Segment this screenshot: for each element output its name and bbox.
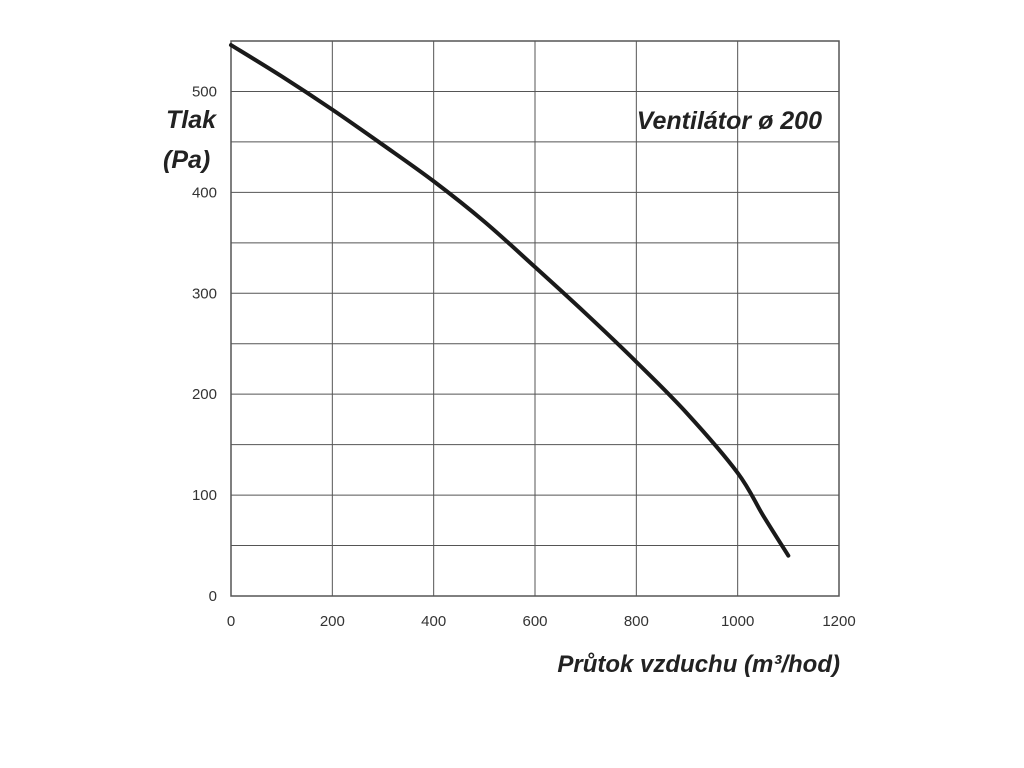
y-tick-label: 200 — [192, 386, 217, 403]
x-axis-label: Průtok vzduchu (m³/hod) — [557, 651, 840, 678]
y-tick-label: 100 — [192, 487, 217, 504]
y-tick-label: 500 — [192, 83, 217, 100]
x-tick-label: 1000 — [721, 613, 754, 630]
y-tick-label: 0 — [209, 588, 217, 605]
x-tick-label: 200 — [320, 613, 345, 630]
x-tick-label: 800 — [624, 613, 649, 630]
y-tick-label: 300 — [192, 285, 217, 302]
y-axis-label-line1: Tlak — [166, 106, 217, 134]
x-tick-label: 0 — [227, 613, 235, 630]
plot-frame — [230, 40, 840, 597]
x-tick-label: 1200 — [822, 613, 855, 630]
chart-title: Ventilátor ø 200 — [637, 107, 822, 135]
x-tick-label: 600 — [522, 613, 547, 630]
x-tick-label: 400 — [421, 613, 446, 630]
series-line-fan-curve — [229, 43, 791, 558]
y-tick-label: 400 — [192, 184, 217, 201]
y-axis-label-line2: (Pa) — [163, 146, 210, 174]
grid-lines — [231, 41, 839, 596]
tick-labels: 0 200 400 600 800 1000 1200 0 100 200 300 400 500 — [192, 83, 856, 630]
